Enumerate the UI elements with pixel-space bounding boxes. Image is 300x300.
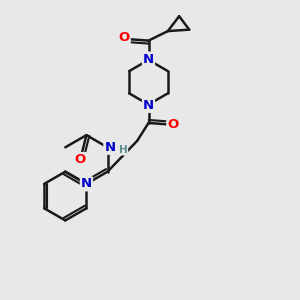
Text: O: O — [75, 153, 86, 166]
Text: N: N — [104, 141, 116, 154]
Text: N: N — [143, 52, 154, 66]
Text: H: H — [118, 145, 127, 155]
Text: O: O — [118, 32, 130, 44]
Text: O: O — [167, 118, 178, 131]
Text: N: N — [143, 99, 154, 112]
Text: N: N — [81, 177, 92, 190]
